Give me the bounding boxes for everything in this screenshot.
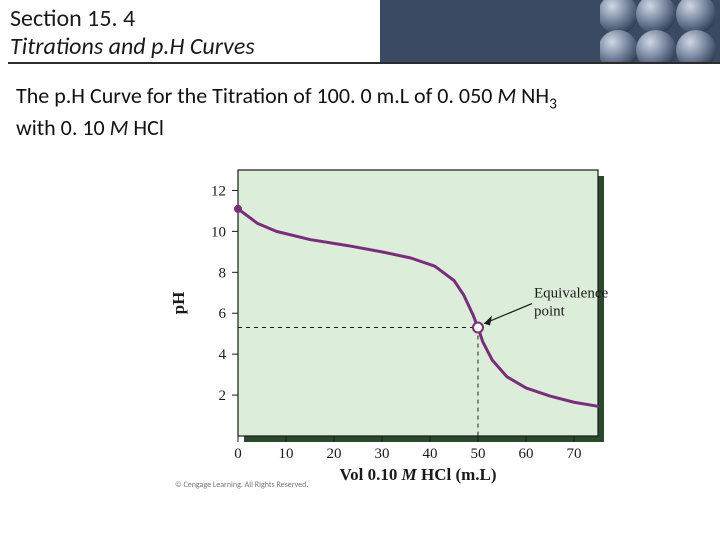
copyright-text: © Cengage Learning. All Rights Reserved. — [175, 480, 308, 490]
svg-text:20: 20 — [327, 446, 342, 462]
body-line1-nh3: NH — [516, 82, 549, 109]
body-line2-prefix: with 0. 10 — [16, 114, 110, 141]
svg-text:4: 4 — [219, 347, 227, 363]
svg-text:point: point — [534, 304, 566, 320]
body-line1-sub3: 3 — [549, 94, 557, 113]
svg-text:60: 60 — [519, 446, 534, 462]
svg-text:2: 2 — [219, 388, 227, 404]
svg-text:8: 8 — [219, 265, 227, 281]
body-line2-hcl: HCl — [128, 114, 163, 141]
body-text: The p.H Curve for the Titration of 100. … — [16, 82, 704, 141]
svg-text:12: 12 — [211, 183, 226, 199]
body-line1-prefix: The p.H Curve for the Titration of 100. … — [16, 82, 497, 109]
section-label: Section 15. 4 — [10, 4, 135, 33]
section-title: Titrations and p.H Curves — [10, 32, 255, 61]
header-band: Section 15. 4 Titrations and p.H Curves — [0, 0, 720, 74]
svg-text:30: 30 — [375, 446, 390, 462]
svg-text:Equivalence: Equivalence — [534, 286, 608, 302]
svg-text:10: 10 — [211, 224, 226, 240]
body-line2-m: M — [110, 114, 129, 141]
header-spheres — [600, 0, 720, 62]
svg-text:Vol 0.10 M HCl (m.L): Vol 0.10 M HCl (m.L) — [339, 465, 496, 484]
body-line1-m: M — [497, 82, 516, 109]
svg-text:0: 0 — [234, 446, 242, 462]
svg-text:50: 50 — [471, 446, 486, 462]
svg-text:6: 6 — [219, 306, 227, 322]
svg-text:40: 40 — [423, 446, 438, 462]
svg-text:70: 70 — [567, 446, 582, 462]
svg-text:10: 10 — [279, 446, 294, 462]
header-underline — [8, 62, 720, 64]
titration-chart: 0 10 20 30 40 50 60 70 2 4 6 8 10 12 pH Vol 0.10 M HCl … — [160, 158, 620, 498]
svg-text:pH: pH — [169, 292, 188, 315]
slide: Section 15. 4 Titrations and p.H Curves … — [0, 0, 720, 540]
